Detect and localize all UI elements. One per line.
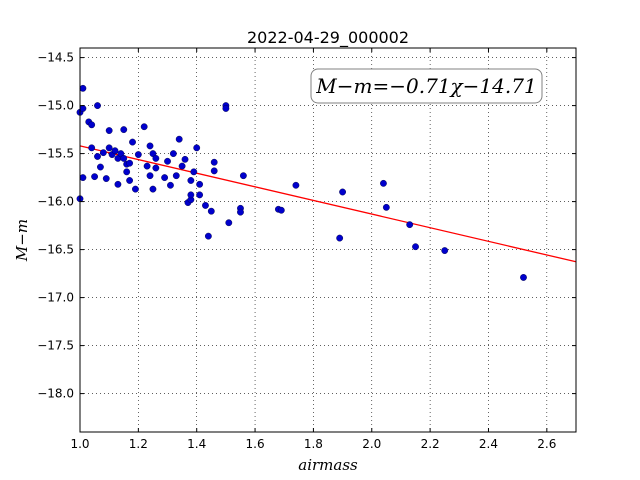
data-point bbox=[94, 153, 101, 160]
data-point bbox=[178, 162, 186, 170]
y-tick-label: −14.5 bbox=[37, 51, 74, 65]
data-point bbox=[520, 274, 527, 281]
data-point bbox=[126, 177, 134, 184]
data-point bbox=[222, 105, 230, 112]
data-point bbox=[146, 142, 154, 150]
data-point bbox=[146, 172, 154, 180]
data-point bbox=[196, 191, 204, 199]
y-tick-label: −15.5 bbox=[37, 147, 74, 161]
x-tick-label: 1.6 bbox=[246, 437, 265, 451]
y-tick-label: −17.5 bbox=[37, 339, 74, 353]
data-point bbox=[79, 84, 87, 92]
data-point bbox=[336, 234, 344, 242]
data-point bbox=[132, 185, 139, 193]
y-axis-ticks: −14.5 −15.0 −15.5 −16.0 −16.5 −17.0 −17.5 −18.0 bbox=[37, 51, 576, 401]
data-point bbox=[120, 154, 128, 162]
x-tick-label: 1.2 bbox=[129, 437, 148, 451]
data-point bbox=[172, 172, 180, 180]
plot-frame bbox=[79, 47, 577, 433]
x-tick-label: 1.4 bbox=[187, 437, 206, 451]
x-axis-ticks: 1.0 1.2 1.4 1.6 1.8 2.0 2.2 2.4 2.6 bbox=[70, 48, 556, 451]
chart-title: 2022-04-29_000002 bbox=[247, 28, 409, 48]
data-point bbox=[152, 154, 160, 162]
y-tick-label: −16.0 bbox=[37, 195, 74, 209]
x-tick-label: 2.2 bbox=[421, 437, 440, 451]
data-point bbox=[167, 181, 174, 189]
data-point bbox=[225, 219, 233, 227]
data-point bbox=[140, 123, 148, 131]
x-tick-label: 1.0 bbox=[70, 437, 89, 451]
data-point bbox=[134, 151, 142, 158]
data-point bbox=[123, 168, 131, 176]
data-point bbox=[412, 243, 419, 251]
grid-lines bbox=[79, 48, 576, 432]
data-point bbox=[292, 181, 300, 189]
data-point bbox=[143, 162, 151, 170]
data-point bbox=[237, 208, 244, 216]
data-point bbox=[164, 157, 171, 165]
data-points bbox=[76, 84, 527, 281]
data-point bbox=[196, 180, 204, 188]
data-point bbox=[88, 121, 96, 129]
data-point bbox=[175, 135, 183, 143]
data-point bbox=[102, 175, 110, 182]
data-point bbox=[169, 150, 177, 158]
data-point bbox=[149, 185, 157, 193]
x-tick-label: 2.4 bbox=[479, 437, 498, 451]
y-tick-label: −18.0 bbox=[37, 387, 74, 401]
equation-box: M−m=−0.71χ−14.71 bbox=[310, 68, 543, 104]
data-point bbox=[202, 202, 209, 209]
data-point bbox=[239, 172, 247, 180]
y-axis-label: M−m bbox=[13, 219, 31, 262]
fit-line-layer bbox=[79, 145, 577, 263]
data-point bbox=[94, 102, 101, 110]
data-point bbox=[97, 163, 104, 171]
data-point bbox=[406, 221, 414, 229]
data-point bbox=[105, 127, 113, 134]
data-point bbox=[210, 167, 218, 175]
data-point bbox=[152, 164, 160, 172]
data-point bbox=[380, 179, 387, 187]
y-tick-label: −15.0 bbox=[37, 99, 74, 113]
data-point bbox=[181, 155, 189, 163]
fit-line bbox=[79, 145, 577, 263]
equation-text: M−m=−0.71χ−14.71 bbox=[315, 74, 536, 98]
data-point bbox=[187, 191, 195, 199]
x-tick-label: 2.0 bbox=[362, 437, 381, 451]
data-point bbox=[88, 144, 96, 152]
data-point bbox=[204, 232, 212, 240]
data-point bbox=[99, 149, 107, 157]
data-point bbox=[79, 174, 87, 182]
data-point bbox=[187, 177, 195, 184]
y-tick-label: −16.5 bbox=[37, 243, 74, 257]
data-point bbox=[114, 180, 122, 188]
data-point bbox=[193, 144, 201, 152]
data-point bbox=[91, 173, 98, 181]
data-point bbox=[210, 158, 218, 166]
y-tick-label: −17.0 bbox=[37, 291, 74, 305]
data-point bbox=[277, 206, 285, 214]
data-point bbox=[120, 126, 128, 134]
data-point bbox=[126, 159, 134, 167]
x-axis-label: airmass bbox=[298, 456, 358, 474]
data-point bbox=[129, 138, 136, 146]
x-tick-label: 2.6 bbox=[537, 437, 556, 451]
data-point bbox=[111, 147, 119, 155]
data-point bbox=[190, 168, 198, 176]
data-point bbox=[105, 144, 113, 152]
data-point bbox=[207, 207, 215, 215]
data-point bbox=[79, 105, 87, 112]
x-tick-label: 1.8 bbox=[304, 437, 323, 451]
data-point bbox=[441, 247, 449, 254]
data-point bbox=[161, 174, 169, 182]
data-point bbox=[382, 203, 390, 211]
data-point bbox=[339, 188, 346, 196]
